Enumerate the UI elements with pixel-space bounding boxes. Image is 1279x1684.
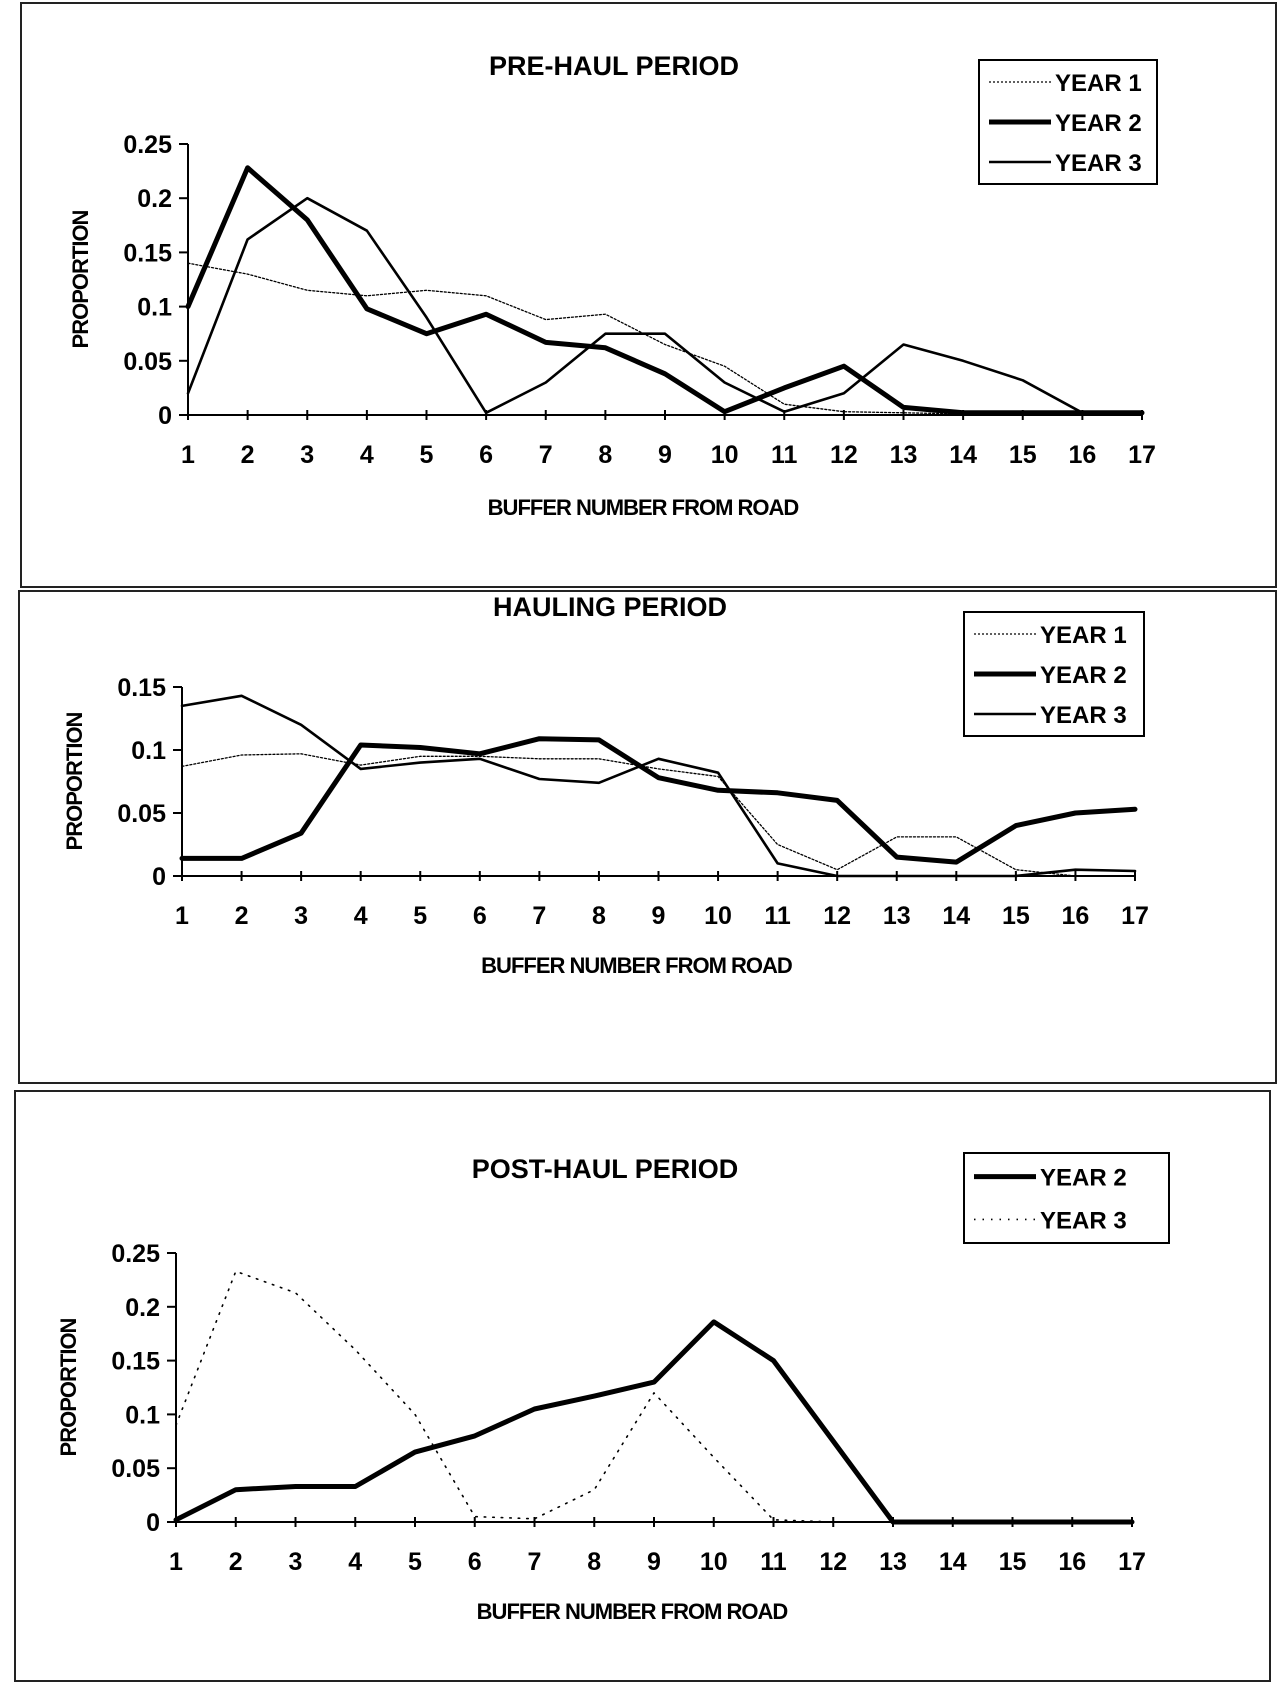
x-tick-label: 4 [354, 902, 368, 930]
x-tick-label: 9 [652, 902, 666, 930]
x-tick-label: 1 [181, 441, 195, 469]
x-tick-label: 6 [479, 441, 493, 469]
x-tick-label: 2 [235, 902, 249, 930]
chart-panel-post-haul: POST-HAUL PERIOD 0 0.05 0.1 0.15 0.2 0.25 1 2 3 4 5… [14, 1090, 1271, 1682]
y-tick-label: 0.1 [131, 737, 166, 765]
x-tick-label: 14 [939, 1548, 967, 1576]
x-tick-label: 11 [771, 441, 798, 469]
x-tick-label: 13 [883, 902, 911, 930]
legend-label: YEAR 3 [1055, 150, 1142, 177]
legend-label: YEAR 1 [1040, 622, 1127, 649]
x-tick-label: 5 [408, 1548, 422, 1576]
chart-title: HAULING PERIOD [493, 592, 727, 622]
y-axis-label: PROPORTION [56, 1318, 81, 1456]
x-tick-label: 9 [658, 441, 672, 469]
x-tick-label: 13 [879, 1548, 907, 1576]
series-line-year-1 [187, 262, 1143, 415]
chart-title: POST-HAUL PERIOD [472, 1154, 739, 1184]
y-tick-label: 0.05 [123, 348, 172, 376]
x-tick-label: 5 [413, 902, 427, 930]
x-tick-label: 12 [823, 902, 851, 930]
series-line-year-3 [175, 1270, 1133, 1523]
series-line-year-3 [186, 196, 1144, 415]
x-tick-label: 4 [360, 441, 374, 469]
x-tick-label: 12 [830, 441, 858, 469]
x-tick-label: 17 [1121, 902, 1149, 930]
legend-label: YEAR 3 [1040, 702, 1127, 729]
series-line-year-2 [173, 1319, 1135, 1525]
x-tick-label: 16 [1068, 441, 1096, 469]
x-tick-label: 9 [647, 1548, 661, 1576]
x-tick-label: 7 [528, 1548, 542, 1576]
x-tick-label: 1 [169, 1548, 183, 1576]
y-tick-label: 0.1 [137, 294, 172, 322]
legend-label: YEAR 3 [1040, 1207, 1127, 1234]
x-tick-label: 12 [819, 1548, 847, 1576]
y-tick-label: 0 [152, 863, 166, 891]
chart-title: PRE-HAUL PERIOD [489, 51, 739, 81]
legend-box [963, 1152, 1170, 1244]
x-tick-label: 2 [229, 1548, 243, 1576]
series-line-year-1 [181, 753, 1136, 877]
y-tick-label: 0.15 [117, 674, 166, 702]
legend-label: YEAR 2 [1040, 1165, 1127, 1192]
x-tick-label: 7 [532, 902, 546, 930]
x-tick-label: 10 [704, 902, 732, 930]
x-tick-label: 7 [539, 441, 553, 469]
x-tick-label: 3 [300, 441, 314, 469]
y-tick-label: 0.05 [111, 1455, 160, 1483]
x-tick-label: 8 [598, 441, 612, 469]
x-tick-label: 6 [468, 1548, 482, 1576]
x-tick-label: 14 [942, 902, 970, 930]
legend-label: YEAR 1 [1055, 70, 1142, 97]
y-tick-label: 0.25 [123, 131, 172, 159]
x-tick-label: 1 [175, 902, 189, 930]
x-axis-label: BUFFER NUMBER FROM ROAD [477, 1599, 788, 1624]
y-tick-label: 0 [158, 402, 172, 430]
y-tick-label: 0.15 [111, 1348, 160, 1376]
legend-label: YEAR 2 [1040, 662, 1127, 689]
x-tick-label: 14 [949, 441, 977, 469]
x-tick-label: 13 [890, 441, 918, 469]
x-tick-label: 3 [289, 1548, 303, 1576]
series-line-year-2 [185, 165, 1145, 416]
x-tick-label: 5 [420, 441, 434, 469]
series-line-year-2 [179, 736, 1138, 865]
x-tick-label: 15 [1009, 441, 1037, 469]
chart-panel-pre-haul: PRE-HAUL PERIOD 0 0.05 0.1 0.15 0.2 0.25 1 2 3 4 5 6… [20, 2, 1277, 588]
x-tick-label: 16 [1062, 902, 1090, 930]
x-tick-label: 11 [760, 1548, 787, 1576]
x-tick-label: 11 [764, 902, 791, 930]
y-tick-label: 0.25 [111, 1240, 160, 1268]
x-axis-label: BUFFER NUMBER FROM ROAD [488, 495, 799, 520]
y-tick-label: 0.1 [125, 1401, 160, 1429]
x-tick-label: 15 [999, 1548, 1027, 1576]
x-tick-label: 17 [1118, 1548, 1146, 1576]
x-tick-label: 17 [1128, 441, 1156, 469]
x-tick-label: 8 [587, 1548, 601, 1576]
x-tick-label: 2 [241, 441, 255, 469]
y-axis-label: PROPORTION [68, 210, 93, 348]
x-axis-label: BUFFER NUMBER FROM ROAD [481, 953, 792, 978]
y-tick-label: 0.2 [137, 185, 172, 213]
y-tick-label: 0 [146, 1509, 160, 1537]
x-tick-label: 15 [1002, 902, 1030, 930]
x-tick-label: 6 [473, 902, 487, 930]
y-tick-label: 0.15 [123, 239, 172, 267]
chart-panel-hauling: HAULING PERIOD 0 0.05 0.1 0.15 1 2 3 4 5 6 7 8 9 10 11 1… [18, 590, 1277, 1084]
series-line-year-3 [180, 694, 1137, 878]
legend-label: YEAR 2 [1055, 110, 1142, 137]
x-tick-label: 10 [711, 441, 739, 469]
x-tick-label: 8 [592, 902, 606, 930]
x-tick-label: 10 [700, 1548, 728, 1576]
x-tick-label: 16 [1058, 1548, 1086, 1576]
y-axis-label: PROPORTION [62, 712, 87, 850]
x-tick-label: 4 [348, 1548, 362, 1576]
y-tick-label: 0.2 [125, 1294, 160, 1322]
y-tick-label: 0.05 [117, 800, 166, 828]
x-tick-label: 3 [294, 902, 308, 930]
